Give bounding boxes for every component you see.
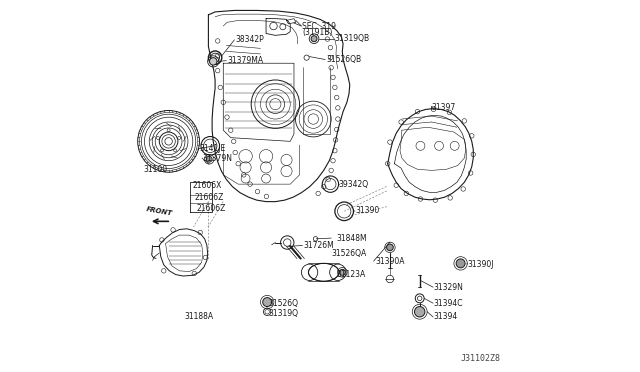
Circle shape: [262, 298, 271, 307]
Circle shape: [415, 307, 425, 317]
Text: 31526QB: 31526QB: [326, 55, 361, 64]
Text: 31319QB: 31319QB: [335, 34, 370, 43]
Circle shape: [209, 58, 217, 65]
Text: 38342P: 38342P: [235, 35, 264, 44]
Text: (3191B): (3191B): [302, 28, 333, 37]
Circle shape: [387, 244, 394, 251]
Text: 31319Q: 31319Q: [268, 309, 298, 318]
Text: 31379N: 31379N: [203, 154, 233, 163]
Text: 31123A: 31123A: [337, 270, 366, 279]
Text: 31390A: 31390A: [375, 257, 404, 266]
Text: 31379MA: 31379MA: [227, 56, 263, 65]
Text: SEC. 319: SEC. 319: [302, 22, 336, 31]
Text: 21606Z: 21606Z: [196, 204, 226, 213]
Circle shape: [339, 269, 346, 275]
Text: 31397: 31397: [431, 103, 456, 112]
Text: 31394C: 31394C: [434, 299, 463, 308]
Text: 31394: 31394: [434, 312, 458, 321]
Text: 31390J: 31390J: [467, 260, 494, 269]
Text: 31188A: 31188A: [184, 312, 213, 321]
Circle shape: [456, 259, 465, 268]
Text: 39342Q: 39342Q: [339, 180, 369, 189]
Circle shape: [206, 156, 212, 162]
Text: 31526QA: 31526QA: [331, 249, 367, 258]
Text: 21606X: 21606X: [193, 182, 222, 190]
Text: 31390: 31390: [356, 206, 380, 215]
Circle shape: [311, 36, 317, 42]
Text: 31329N: 31329N: [434, 283, 464, 292]
Text: 31848M: 31848M: [336, 234, 367, 243]
Text: J31102Z8: J31102Z8: [460, 354, 500, 363]
Text: 31100: 31100: [143, 165, 168, 174]
Text: 21606Z: 21606Z: [195, 193, 224, 202]
Text: 31726M: 31726M: [303, 241, 334, 250]
Text: FRONT: FRONT: [146, 206, 173, 217]
Text: 31526Q: 31526Q: [268, 299, 298, 308]
Text: 3141JE: 3141JE: [199, 144, 225, 153]
